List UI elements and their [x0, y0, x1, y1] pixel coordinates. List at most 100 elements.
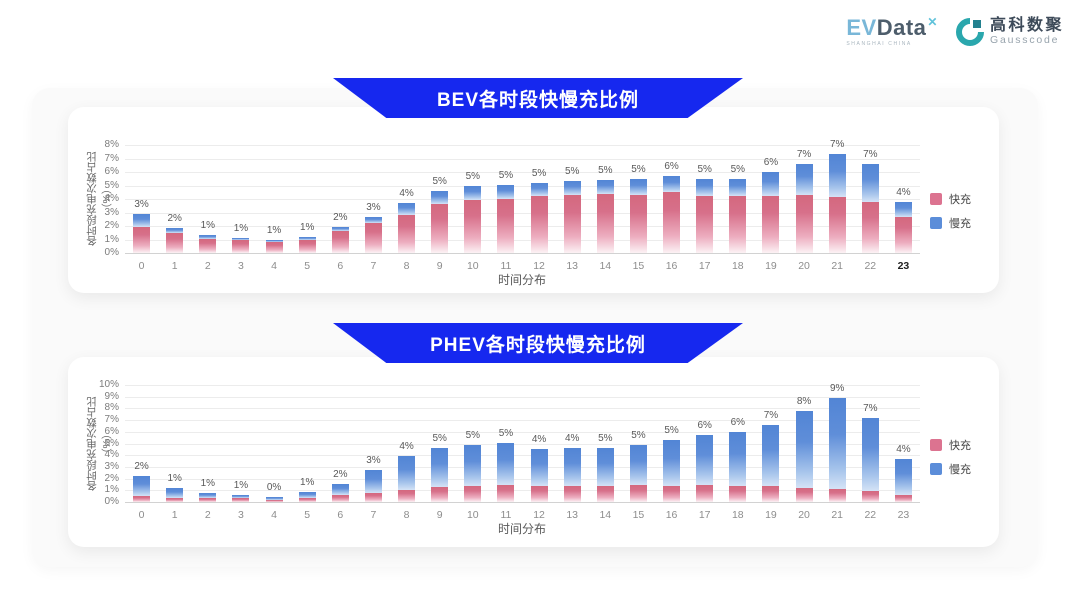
- y-tick-label: 7%: [104, 414, 119, 426]
- slow-charge-segment: [497, 442, 515, 486]
- fast-charge-segment: [199, 498, 217, 502]
- bar-total-label: 1%: [200, 220, 216, 232]
- slow-charge-segment: [331, 484, 349, 495]
- gridline: [125, 226, 920, 227]
- slow-charge-segment: [364, 469, 382, 493]
- bar-total-label: 3%: [366, 454, 381, 466]
- bar-hour-5: [298, 492, 316, 502]
- slow-charge-label: 慢充: [949, 464, 971, 476]
- bar-total-label: 7%: [863, 402, 878, 414]
- x-tick-label: 6: [337, 509, 344, 521]
- evdata-data-text: Data: [876, 15, 927, 40]
- x-tick-label: 18: [731, 509, 744, 521]
- bar-hour-14: [596, 180, 614, 253]
- fast-charge-segment: [133, 226, 151, 253]
- x-tick-label: 11: [500, 260, 512, 272]
- y-tick-label: 1%: [104, 484, 119, 496]
- slow-charge-segment: [364, 216, 382, 224]
- slow-charge-segment: [232, 494, 250, 499]
- gridline: [125, 490, 920, 492]
- bar-total-label: 9%: [829, 382, 845, 394]
- slow-charge-segment: [530, 182, 548, 197]
- fast-charge-segment: [729, 485, 747, 502]
- slow-charge-segment: [563, 448, 581, 487]
- fast-charge-segment: [861, 201, 879, 253]
- legend-item-slow-charge[interactable]: 慢充: [930, 461, 971, 477]
- bar-hour-17: [696, 178, 714, 253]
- x-tick-label: 1: [171, 509, 178, 521]
- gridline: [125, 385, 920, 386]
- legend-item-slow-charge[interactable]: 慢充: [930, 215, 971, 231]
- gridline: [125, 466, 920, 468]
- bar-hour-19: [762, 172, 780, 253]
- fast-charge-segment: [265, 241, 283, 253]
- bev-plot-area: 0% 1% 2% 3% 4% 5% 6% 7% 8% 3% 0 2% 1 1% 2 1% 3 1% 4 1% 5 2% 6 3…: [105, 139, 920, 272]
- fast-charge-segment: [298, 239, 316, 253]
- fast-charge-segment: [762, 486, 780, 502]
- gridline: [125, 408, 920, 410]
- fast-charge-segment: [464, 200, 482, 253]
- fast-charge-segment: [762, 195, 780, 253]
- slow-charge-segment: [696, 178, 714, 197]
- x-tick-label: 17: [698, 509, 711, 521]
- slow-charge-segment: [199, 492, 217, 499]
- y-tick-label: 0%: [104, 496, 119, 507]
- legend-item-fast-charge[interactable]: 快充: [930, 437, 971, 453]
- bar-hour-2: [199, 235, 217, 253]
- bar-hour-10: [464, 186, 482, 253]
- bar-total-label: 1%: [167, 472, 182, 484]
- bar-hour-14: [596, 447, 614, 502]
- bev-chart-title: BEV各时段快慢充比例: [436, 89, 640, 111]
- bar-hour-7: [364, 216, 382, 253]
- gridline: [125, 212, 920, 214]
- x-tick-label: 5: [304, 260, 311, 272]
- phev-chart-title: PHEV各时段快慢充比例: [430, 334, 646, 356]
- fast-charge-segment: [331, 231, 349, 253]
- bar-hour-18: [729, 178, 747, 253]
- bar-hour-6: [331, 227, 349, 253]
- slow-charge-segment: [729, 432, 747, 486]
- fast-charge-segment: [563, 194, 581, 253]
- legend-item-fast-charge[interactable]: 快充: [930, 191, 971, 207]
- x-tick-label: 3: [238, 509, 244, 521]
- y-tick-label: 7%: [104, 152, 119, 164]
- slow-charge-segment: [828, 397, 846, 490]
- x-tick-label: 23: [897, 260, 910, 272]
- fast-charge-segment: [629, 194, 647, 253]
- bar-total-label: 5%: [631, 429, 646, 441]
- y-tick-label: 2%: [104, 472, 119, 484]
- x-tick-label: 15: [632, 509, 645, 521]
- bar-hour-23: [894, 201, 912, 253]
- bar-total-label: 5%: [465, 171, 481, 183]
- bar-total-label: 6%: [664, 161, 679, 173]
- bar-hour-1: [166, 487, 184, 502]
- fast-charge-segment: [629, 485, 647, 502]
- phev-plot-area: 0% 1% 2% 3% 4% 5% 6% 7% 8% 9% 10% 2% 0 1% 1 1% 2 1% 3 0% 4 1%…: [99, 379, 920, 521]
- fast-charge-segment: [497, 485, 515, 502]
- fast-charge-segment: [663, 192, 681, 253]
- fast-charge-segment: [596, 194, 614, 253]
- y-tick-label: 1%: [104, 233, 119, 245]
- gausscode-logo: 高科数聚 Gausscode: [956, 17, 1064, 47]
- x-tick-label: 11: [500, 509, 512, 521]
- y-tick-label: 10%: [98, 379, 119, 390]
- gridline: [125, 420, 920, 422]
- x-tick-label: 22: [864, 260, 877, 272]
- fast-charge-segment: [795, 194, 813, 253]
- bar-hour-16: [663, 176, 681, 253]
- fast-charge-segment: [364, 492, 382, 502]
- x-tick-label: 12: [533, 260, 545, 272]
- header: EVData✕ SHANGHAI CHINA 高科数聚 Gausscode: [846, 16, 1064, 47]
- x-tick-label: 18: [731, 260, 744, 272]
- bar-hour-12: [530, 449, 548, 502]
- gridline: [125, 478, 920, 480]
- x-tick-label: 13: [566, 509, 579, 521]
- bar-total-label: 8%: [796, 396, 812, 408]
- bar-total-label: 5%: [664, 424, 679, 436]
- fast-charge-segment: [232, 498, 250, 502]
- gridline: [125, 185, 920, 187]
- slow-charge-segment: [828, 154, 846, 197]
- gridline: [125, 145, 920, 146]
- bar-hour-6: [331, 484, 349, 502]
- fast-charge-segment: [696, 196, 714, 253]
